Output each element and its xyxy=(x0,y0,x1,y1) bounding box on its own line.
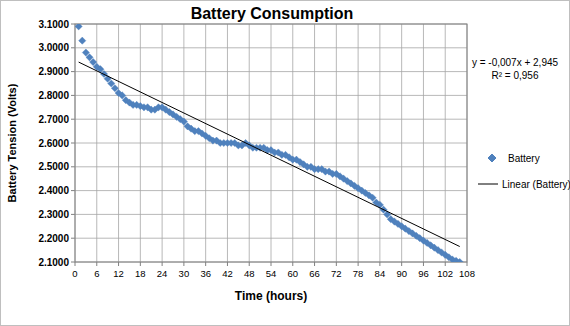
y-tick-label: 3.1000 xyxy=(38,19,69,30)
x-tick xyxy=(249,262,250,266)
plot-area xyxy=(75,24,467,262)
x-tick-label: 78 xyxy=(353,268,364,279)
y-tick xyxy=(71,214,75,215)
y-tick-label: 2.3000 xyxy=(38,209,69,220)
x-grid-line xyxy=(336,24,337,262)
x-tick-label: 12 xyxy=(113,268,124,279)
x-tick xyxy=(205,262,206,266)
x-tick-label: 30 xyxy=(179,268,190,279)
x-tick-label: 66 xyxy=(309,268,320,279)
chart-border xyxy=(1,1,570,326)
x-grid-line xyxy=(96,24,97,262)
trend-line xyxy=(79,62,460,246)
y-tick-label: 2.4000 xyxy=(38,185,69,196)
x-grid-line xyxy=(379,24,380,262)
x-grid-line xyxy=(358,24,359,262)
x-tick-label: 102 xyxy=(437,268,453,279)
x-tick xyxy=(271,262,272,266)
title: Battery Consumption xyxy=(191,5,354,22)
x-tick-label: 108 xyxy=(459,268,475,279)
annotation: y = -0,007x + 2,945 xyxy=(472,57,559,68)
x-grid-line xyxy=(271,24,272,262)
y-tick xyxy=(71,71,75,72)
x-tick-label: 6 xyxy=(94,268,99,279)
legend-label: Battery xyxy=(508,153,540,164)
data-point xyxy=(456,258,463,262)
y-tick xyxy=(71,238,75,239)
x-tick xyxy=(314,262,315,266)
grid xyxy=(71,24,467,266)
x-tick-label: 96 xyxy=(418,268,429,279)
y-tick xyxy=(71,95,75,96)
data-point xyxy=(79,37,86,44)
x-tick xyxy=(336,262,337,266)
legend: Battery Linear (Battery) xyxy=(478,153,570,190)
x-grid-line xyxy=(423,24,424,262)
x-tick xyxy=(445,262,446,266)
x-tick xyxy=(423,262,424,266)
data-point xyxy=(75,24,82,30)
y-tick-label: 2.7000 xyxy=(38,114,69,125)
y-tick-label: 2.1000 xyxy=(38,257,69,268)
x-tick xyxy=(140,262,141,266)
y-tick-label: 2.6000 xyxy=(38,138,69,149)
y-tick-label: 3.0000 xyxy=(38,42,69,53)
y-tick xyxy=(71,190,75,191)
y-axis-label: Battery Tension (Volts) xyxy=(6,83,18,202)
y-tick xyxy=(71,24,75,25)
x-tick xyxy=(75,262,76,266)
x-tick-label: 84 xyxy=(375,268,386,279)
x-grid-line xyxy=(140,24,141,262)
x-grid-line xyxy=(118,24,119,262)
x-grid-line xyxy=(445,24,446,262)
x-tick-label: 54 xyxy=(266,268,277,279)
chart: 2.1000 2.2000 2.3000 2.4000 2.5000 2.6000 2.70… xyxy=(0,0,570,326)
annotation: R² = 0,956 xyxy=(492,70,539,81)
y-tick xyxy=(71,143,75,144)
y-tick-label: 2.8000 xyxy=(38,90,69,101)
plot-frame xyxy=(75,24,467,262)
x-tick-label: 72 xyxy=(331,268,342,279)
x-tick-label: 60 xyxy=(287,268,298,279)
y-tick xyxy=(71,119,75,120)
x-tick xyxy=(118,262,119,266)
x-tick xyxy=(467,262,468,266)
y-tick-label: 2.9000 xyxy=(38,66,69,77)
x-axis-label: Time (hours) xyxy=(235,289,307,303)
legend-symbol xyxy=(488,154,496,162)
y-tick xyxy=(71,47,75,48)
x-grid-line xyxy=(162,24,163,262)
y-tick xyxy=(71,262,75,263)
x-tick-label: 18 xyxy=(135,268,146,279)
x-grid-line xyxy=(314,24,315,262)
x-tick xyxy=(162,262,163,266)
x-tick xyxy=(358,262,359,266)
x-tick-label: 0 xyxy=(72,268,77,279)
x-grid-line xyxy=(292,24,293,262)
legend-symbol xyxy=(478,184,498,185)
x-tick xyxy=(401,262,402,266)
x-tick xyxy=(379,262,380,266)
x-grid-line xyxy=(205,24,206,262)
legend-label: Linear (Battery) xyxy=(502,179,570,190)
y-tick-label: 2.2000 xyxy=(38,233,69,244)
x-tick xyxy=(227,262,228,266)
y-tick-label: 2.5000 xyxy=(38,161,69,172)
x-tick-label: 90 xyxy=(396,268,407,279)
x-grid-line xyxy=(183,24,184,262)
x-tick xyxy=(96,262,97,266)
x-tick-label: 36 xyxy=(200,268,211,279)
x-tick-label: 48 xyxy=(244,268,255,279)
y-tick xyxy=(71,166,75,167)
x-tick xyxy=(183,262,184,266)
x-tick xyxy=(292,262,293,266)
data xyxy=(75,24,463,262)
x-tick-label: 42 xyxy=(222,268,233,279)
x-tick-label: 24 xyxy=(157,268,168,279)
